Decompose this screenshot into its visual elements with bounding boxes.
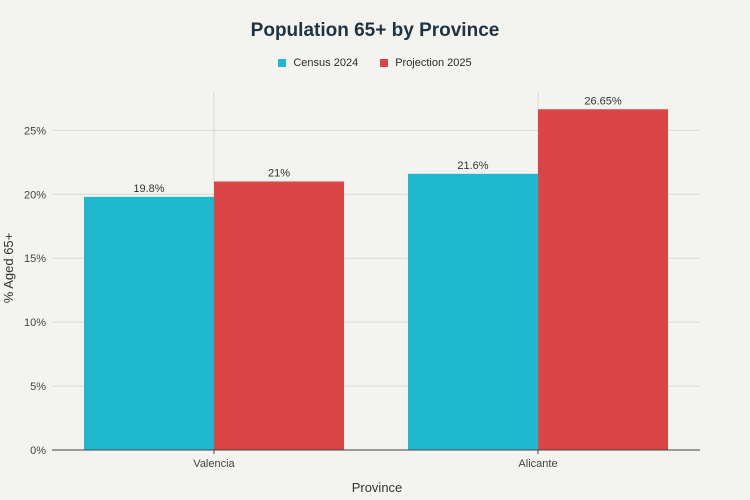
y-tick-label: 10%	[24, 317, 46, 329]
y-tick-label: 25%	[24, 125, 46, 137]
legend-item-census-2024[interactable]: Census 2024	[278, 57, 358, 69]
legend-swatch-projection-2025	[380, 59, 389, 67]
data-label: 21.6%	[457, 160, 488, 172]
y-tick-label: 0%	[30, 445, 46, 457]
legend-label-census-2024: Census 2024	[293, 57, 359, 69]
y-tick-label: 15%	[24, 253, 46, 265]
legend-label-projection-2025: Projection 2025	[395, 57, 472, 69]
chart-title: Population 65+ by Province	[250, 20, 500, 41]
x-tick-label: Alicante	[518, 458, 557, 470]
bar-projection-2025-valencia[interactable]	[214, 181, 344, 451]
bar-projection-2025-alicante[interactable]	[538, 109, 668, 450]
x-axis-title: Province	[352, 480, 403, 495]
data-label: 21%	[268, 168, 290, 180]
y-axis-title: % Aged 65+	[1, 233, 16, 303]
y-tick-label: 20%	[24, 189, 46, 201]
legend: Census 2024 Projection 2025	[0, 57, 750, 69]
bar-census-2024-alicante[interactable]	[408, 173, 538, 451]
legend-swatch-census-2024	[278, 59, 287, 67]
bar-census-2024-valencia[interactable]	[84, 196, 214, 450]
data-label: 26.65%	[584, 95, 622, 107]
data-label: 19.8%	[133, 183, 164, 195]
legend-item-projection-2025[interactable]: Projection 2025	[380, 57, 472, 69]
x-tick-label: Valencia	[193, 458, 235, 470]
y-tick-label: 5%	[30, 381, 46, 393]
